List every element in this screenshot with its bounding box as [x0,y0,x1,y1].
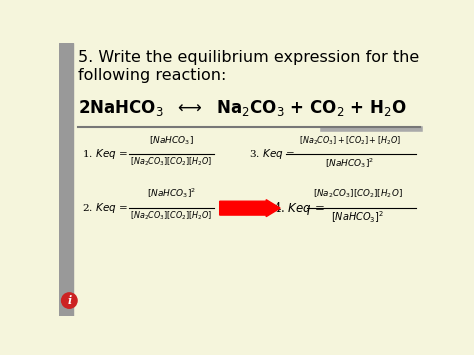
Text: 1. $\it{Keq}$ =: 1. $\it{Keq}$ = [82,147,128,161]
Text: $[Na_2CO_3][CO_2][H_2O]$: $[Na_2CO_3][CO_2][H_2O]$ [313,188,402,201]
Text: 5. Write the equilibrium expression for the
following reaction:: 5. Write the equilibrium expression for … [78,50,419,83]
Text: 4. $\it{Keq}$ =: 4. $\it{Keq}$ = [273,200,325,217]
Text: $[NaHCO_3]^2$: $[NaHCO_3]^2$ [147,186,196,201]
FancyArrow shape [219,200,280,217]
Text: 3. $\it{Keq}$ =: 3. $\it{Keq}$ = [249,147,295,161]
Text: 2NaHCO$_3$  $\longleftrightarrow$  Na$_2$CO$_3$ + CO$_2$ + H$_2$O: 2NaHCO$_3$ $\longleftrightarrow$ Na$_2$C… [78,98,407,118]
Text: $[Na_2CO_3]+[CO_2]+[H_2O]$: $[Na_2CO_3]+[CO_2]+[H_2O]$ [299,134,401,147]
Text: i: i [67,295,72,306]
Text: $[Na_2CO_3][CO_2][H_2O]$: $[Na_2CO_3][CO_2][H_2O]$ [130,156,213,168]
Bar [59,43,73,316]
Text: $[NaHCO_3]$: $[NaHCO_3]$ [149,134,194,147]
Text: $[NaHCO_3]^2$: $[NaHCO_3]^2$ [325,156,374,170]
Text: 2. $\it{Keq}$ =: 2. $\it{Keq}$ = [82,201,128,215]
Text: $[Na_2CO_3][CO_2][H_2O]$: $[Na_2CO_3][CO_2][H_2O]$ [130,210,213,222]
Circle shape [62,293,77,308]
Text: $[NaHCO_3]^2$: $[NaHCO_3]^2$ [331,210,384,225]
